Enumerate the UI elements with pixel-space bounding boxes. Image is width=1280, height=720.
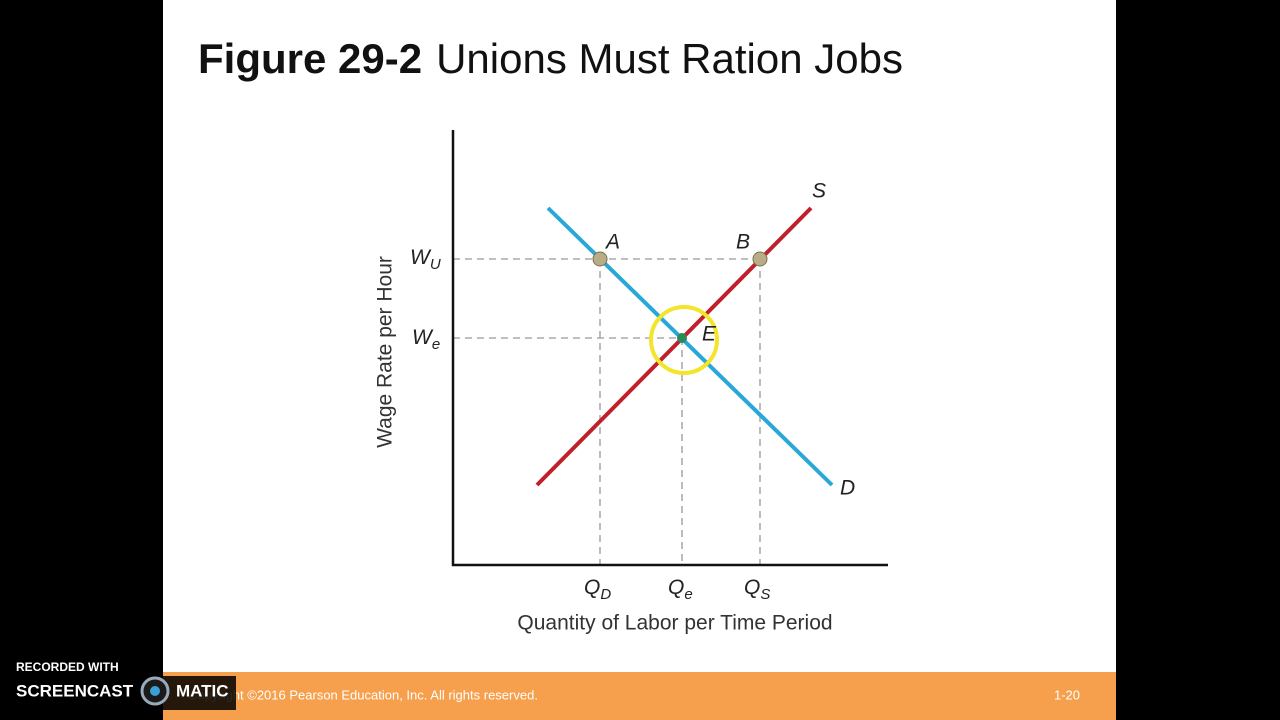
- slide-title: Figure 29-2 Unions Must Ration Jobs: [198, 35, 903, 82]
- x-label-sub: e: [684, 586, 692, 603]
- watermark-brand: MATIC: [176, 681, 229, 700]
- point-label: E: [702, 323, 717, 346]
- footer-bar: [163, 672, 1116, 720]
- slide: [163, 0, 1116, 672]
- page-number: 1-20: [1054, 687, 1080, 702]
- y-label-sub: U: [430, 256, 441, 273]
- y-axis-label: Wage Rate per Hour: [374, 256, 397, 448]
- y-label-sub: e: [432, 336, 440, 353]
- x-label-main: Q: [668, 576, 684, 599]
- y-label-main: W: [412, 326, 434, 349]
- point-label: A: [604, 231, 620, 254]
- point-label: B: [736, 231, 750, 254]
- x-label: Qe: [668, 576, 693, 603]
- x-label-main: Q: [744, 576, 760, 599]
- watermark-line1: RECORDED WITH: [16, 660, 119, 674]
- y-label-main: W: [410, 246, 432, 269]
- point-b: [752, 251, 768, 267]
- cursor: [677, 333, 687, 343]
- x-label: QD: [584, 576, 611, 603]
- curve-label: D: [840, 477, 855, 500]
- x-label: QS: [744, 576, 770, 603]
- watermark-bg: [0, 676, 236, 710]
- y-label: WU: [410, 246, 441, 273]
- x-label-sub: S: [760, 586, 770, 603]
- title-bold: Figure 29-2: [198, 35, 422, 82]
- title-rest: Unions Must Ration Jobs: [436, 35, 903, 82]
- footer-text: Copyright ©2016 Pearson Education, Inc. …: [188, 687, 538, 702]
- watermark-brand: SCREENCAST: [16, 681, 134, 700]
- y-label: We: [412, 326, 440, 353]
- guides: [453, 258, 761, 565]
- x-label-main: Q: [584, 576, 600, 599]
- point-a: [592, 251, 608, 267]
- x-axis-label: Quantity of Labor per Time Period: [517, 612, 832, 635]
- watermark-logo-dot: [150, 686, 160, 696]
- x-label-sub: D: [600, 586, 611, 603]
- cursor-highlight: [649, 305, 719, 375]
- curve-label: S: [812, 180, 826, 203]
